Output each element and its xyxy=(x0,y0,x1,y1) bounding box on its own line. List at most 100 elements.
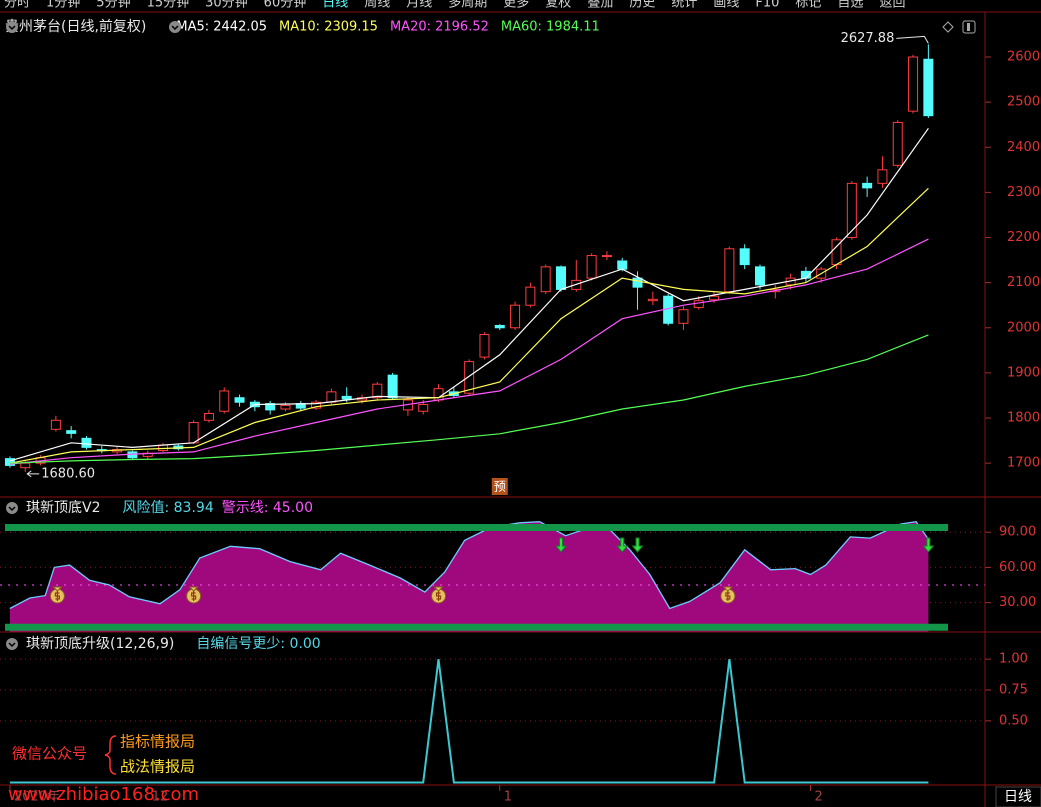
menu-icon-chevron xyxy=(8,642,16,648)
menu-icon-chevron xyxy=(8,25,16,31)
candle-body xyxy=(326,391,337,403)
menu-icon-chevron xyxy=(8,506,16,512)
y-tick-label: 60.00 xyxy=(999,560,1036,575)
buy-signal xyxy=(49,586,65,604)
toolbar-item[interactable]: 周线 xyxy=(364,0,390,11)
toolbar-item[interactable]: 日线 xyxy=(322,0,348,11)
toolbar-item[interactable]: 标记 xyxy=(795,0,821,11)
toolbar-item[interactable]: 月线 xyxy=(406,0,432,11)
toolbar-item[interactable]: 5分钟 xyxy=(96,0,130,11)
legend-entry: MA5: 2442.05 xyxy=(176,20,267,35)
candle-body xyxy=(892,121,903,166)
legend-entry: MA10: 2309.15 xyxy=(279,20,378,35)
y-tick-label: 0.75 xyxy=(999,682,1028,697)
signal-line xyxy=(9,658,929,784)
legend-entry: MA60: 1984.11 xyxy=(501,20,600,35)
toolbar-item[interactable]: 多周期 xyxy=(448,0,487,11)
y-tick-label: 2600 xyxy=(1007,50,1040,65)
toolbar-item[interactable]: 分时 xyxy=(4,0,30,11)
toolbar-item[interactable]: 15分钟 xyxy=(147,0,190,11)
candle-body xyxy=(418,403,429,412)
candle-body xyxy=(66,430,77,434)
y-tick-label: 2000 xyxy=(1007,320,1040,335)
candle-body xyxy=(678,309,689,324)
menu-icon-chevron xyxy=(171,25,179,31)
menu-icon[interactable] xyxy=(6,502,18,514)
money-bag-top xyxy=(433,586,444,592)
legend-entry: MA20: 2196.52 xyxy=(390,20,489,35)
candle-body xyxy=(739,248,750,266)
money-bag-sign xyxy=(191,591,197,601)
period-box[interactable] xyxy=(995,786,1041,807)
toolbar-item[interactable]: F10 xyxy=(755,0,779,11)
y-tick-label: 2200 xyxy=(1007,230,1040,245)
window-icon-bar xyxy=(967,23,970,31)
high-label: 2627.88 xyxy=(841,31,895,46)
period-label[interactable]: 日线 xyxy=(1004,789,1032,805)
candle-body xyxy=(50,419,61,430)
candle-body xyxy=(479,334,490,358)
ma-line xyxy=(9,187,929,464)
toolbar-item[interactable]: 统计 xyxy=(671,0,697,11)
candle-body xyxy=(846,182,857,239)
toolbar-item[interactable]: 返回 xyxy=(879,0,905,11)
candle-body xyxy=(525,286,536,306)
buy-signal xyxy=(431,586,447,604)
y-tick-label: 2100 xyxy=(1007,275,1040,290)
toolbar-item[interactable]: 叠加 xyxy=(587,0,613,11)
watermark: www.zhibiao168.com xyxy=(8,784,199,805)
candle-body xyxy=(617,260,628,270)
y-tick-label: 2300 xyxy=(1007,185,1040,200)
money-bag-top xyxy=(188,586,199,592)
y-tick-label: 0.50 xyxy=(999,713,1028,728)
diamond-icon[interactable] xyxy=(942,21,954,33)
ma-line xyxy=(9,127,929,462)
candle-body xyxy=(81,437,92,448)
y-tick-label: 90.00 xyxy=(999,525,1036,540)
menu-icon[interactable] xyxy=(169,21,181,33)
money-bag-sign xyxy=(725,591,731,601)
candle-body xyxy=(188,422,199,444)
menu-icon[interactable] xyxy=(6,21,18,33)
sell-arrow xyxy=(616,537,629,553)
candle-body xyxy=(341,395,352,400)
menu-icon[interactable] xyxy=(6,638,18,650)
window-icon[interactable] xyxy=(962,20,976,34)
toolbar-item[interactable]: 30分钟 xyxy=(205,0,248,11)
overlay-text: 指标情报局 xyxy=(120,733,195,751)
x-tick-label: 2020年 xyxy=(14,790,60,805)
toolbar-item[interactable]: 画线 xyxy=(713,0,739,11)
toolbar-item[interactable]: 更多 xyxy=(503,0,529,11)
panel-title: 琪新顶底V2 xyxy=(26,500,100,516)
toolbar-item[interactable]: 历史 xyxy=(629,0,655,11)
candle-body xyxy=(908,56,919,112)
candle-body xyxy=(724,248,735,293)
candle-body xyxy=(372,383,383,399)
sell-arrow xyxy=(922,537,935,553)
candle-body xyxy=(311,401,322,409)
candle-body xyxy=(203,413,214,421)
money-bag-sign xyxy=(54,591,61,601)
toolbar-item[interactable]: 60分钟 xyxy=(264,0,307,11)
y-tick-label: 1800 xyxy=(1007,411,1040,426)
toolbar-item[interactable]: 复权 xyxy=(545,0,571,11)
candle-body xyxy=(754,266,765,286)
x-tick-label: 2 xyxy=(815,790,823,805)
overlay-text: 微信公众号 xyxy=(12,745,87,763)
area-fill xyxy=(9,521,929,632)
candle-body xyxy=(20,462,31,469)
candle-body xyxy=(555,266,566,290)
candle-body xyxy=(265,403,276,411)
toolbar-item[interactable]: 自选 xyxy=(837,0,863,11)
brace xyxy=(104,735,117,775)
panel-title: 贵州茅台(日线,前复权) xyxy=(5,18,146,35)
overlay-text: 战法情报局 xyxy=(120,758,195,776)
candle-body xyxy=(693,300,704,308)
candle-body xyxy=(877,169,888,184)
candle-body xyxy=(601,255,612,258)
toolbar-item[interactable]: 1分钟 xyxy=(46,0,80,11)
ma-line xyxy=(9,238,929,465)
